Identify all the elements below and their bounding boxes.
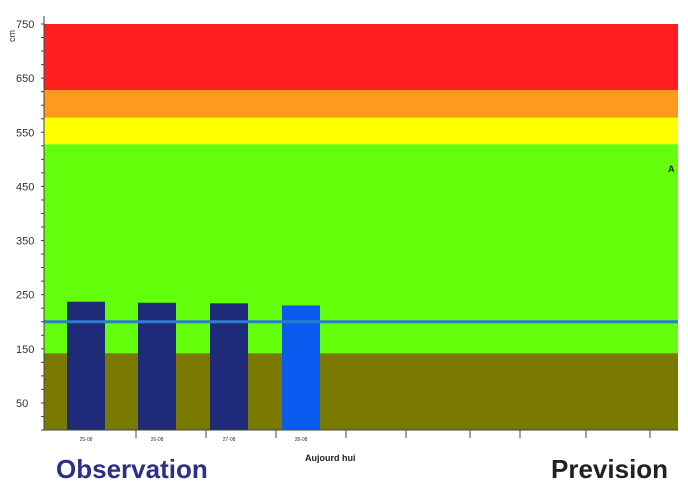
zone-3 xyxy=(44,90,678,118)
bars xyxy=(67,301,320,430)
axes xyxy=(41,16,678,431)
y-ticks: 50 150 250 350 450 550 650 750 xyxy=(16,19,34,410)
x-ticks: 25-08 26-08 27-08 28-08 xyxy=(80,430,651,443)
y-axis-unit-label: cm xyxy=(7,30,17,42)
bar-27-08 xyxy=(210,303,248,430)
y-tick-label-350: 350 xyxy=(16,236,34,248)
bar-28-08 xyxy=(282,305,320,430)
x-tick-label-27-08: 27-08 xyxy=(223,437,236,443)
y-tick-label-450: 450 xyxy=(16,181,34,193)
y-tick-label-150: 150 xyxy=(16,344,34,356)
zone-2 xyxy=(44,117,678,145)
x-tick-label-25-08: 25-08 xyxy=(80,437,93,443)
x-tick-label-28-08: 28-08 xyxy=(295,437,308,443)
y-tick-label-250: 250 xyxy=(16,290,34,302)
x-tick-label-26-08: 26-08 xyxy=(151,437,164,443)
bar-26-08 xyxy=(138,302,176,430)
today-label: Aujourd hui xyxy=(305,453,356,463)
observation-caption: Observation xyxy=(56,454,208,484)
y-tick-label-650: 650 xyxy=(16,73,34,85)
y-tick-label-750: 750 xyxy=(16,19,34,31)
prevision-caption: Prevision xyxy=(551,454,669,484)
y-tick-label-550: 550 xyxy=(16,127,34,139)
alert-zones xyxy=(44,24,678,430)
side-label: A xyxy=(668,164,675,174)
y-tick-label-50: 50 xyxy=(16,398,28,410)
zone-4 xyxy=(44,24,678,91)
